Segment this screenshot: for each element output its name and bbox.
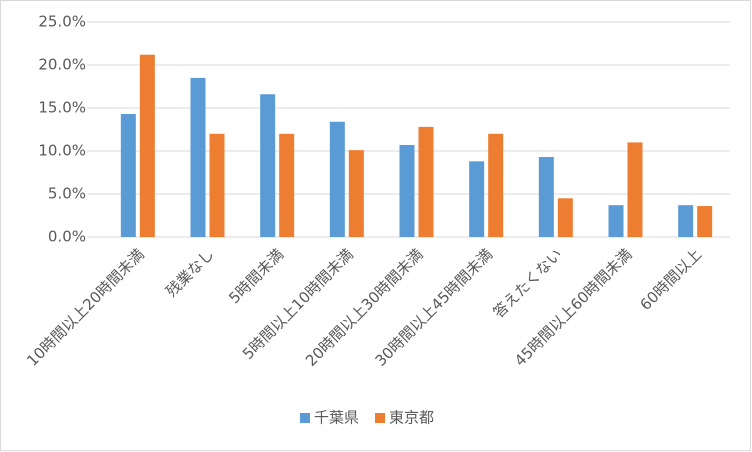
bar <box>678 205 694 237</box>
bar <box>538 157 554 237</box>
y-tick-label: 20.0% <box>38 56 86 74</box>
legend-swatch <box>300 413 310 423</box>
bar <box>488 133 504 237</box>
bar <box>348 150 364 237</box>
legend-label: 千葉県 <box>314 409 359 427</box>
bar <box>608 205 624 237</box>
bar <box>697 206 713 237</box>
bar <box>627 142 643 237</box>
y-tick-label: 0.0% <box>48 228 86 246</box>
bar <box>418 126 434 237</box>
y-tick-label: 15.0% <box>38 99 86 117</box>
y-tick-label: 25.0% <box>38 13 86 31</box>
bar <box>329 121 345 237</box>
legend-label: 東京都 <box>389 409 434 427</box>
y-tick-label: 5.0% <box>48 185 86 203</box>
bar <box>209 133 225 237</box>
y-tick-label: 10.0% <box>38 142 86 160</box>
bar <box>557 198 573 237</box>
bar <box>279 133 295 237</box>
bar <box>260 94 276 238</box>
bar <box>469 161 485 237</box>
legend-swatch <box>375 413 386 423</box>
bar <box>139 54 155 238</box>
bar <box>190 77 206 238</box>
bar <box>120 114 136 237</box>
bar <box>399 144 415 237</box>
